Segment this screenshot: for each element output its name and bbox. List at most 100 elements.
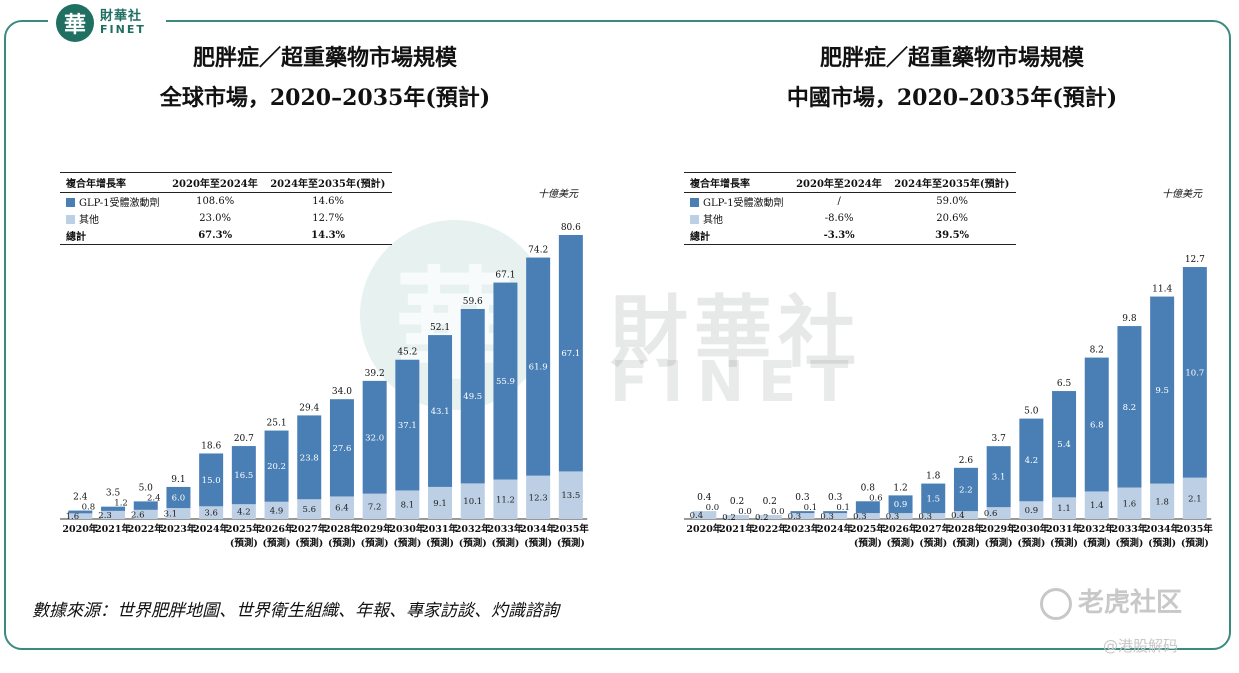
data-label-other: 1.6 bbox=[66, 512, 80, 522]
bar-segment-glp1 bbox=[1117, 326, 1142, 488]
x-tick-label: 2023年 bbox=[160, 523, 196, 535]
data-label-glp1: 5.4 bbox=[1057, 440, 1071, 450]
data-label-total: 25.1 bbox=[267, 419, 287, 429]
finet-logo: 華 財華社 FINET bbox=[48, 0, 166, 46]
data-label-glp1: 2.2 bbox=[959, 485, 973, 495]
data-label-glp1: 37.1 bbox=[398, 421, 417, 431]
x-tick-label: 2022年 bbox=[128, 523, 164, 535]
x-tick-label: 2023年 bbox=[784, 523, 820, 535]
cagr-header: 2024年至2035年(預計) bbox=[264, 172, 392, 193]
data-label-other: 3.6 bbox=[204, 509, 218, 519]
legend-swatch-glp1 bbox=[690, 198, 699, 207]
data-label-total: 34.0 bbox=[332, 387, 352, 397]
x-tick-label: 2031年 bbox=[422, 523, 458, 535]
cagr-label: 其他 bbox=[79, 215, 99, 226]
bar-segment-glp1 bbox=[166, 486, 191, 509]
data-label-other: 0.3 bbox=[853, 512, 867, 522]
data-label-other: 0.4 bbox=[690, 511, 704, 521]
author-handle: @港股解码 bbox=[1103, 637, 1179, 655]
x-tick-projected-label: (預測) bbox=[985, 537, 1013, 549]
x-tick-label: 2033年 bbox=[1111, 523, 1147, 535]
bar-segment-glp1 bbox=[888, 495, 913, 514]
data-label-other: 2.3 bbox=[98, 511, 112, 521]
data-label-other: 4.9 bbox=[270, 506, 284, 516]
cagr-row-total: 總計 67.3% 14.3% bbox=[60, 227, 392, 245]
bar-segment-glp1 bbox=[297, 415, 322, 500]
data-label-glp1: 67.1 bbox=[561, 349, 580, 359]
x-tick-label: 2032年 bbox=[455, 523, 491, 535]
data-label-total: 3.5 bbox=[106, 489, 121, 499]
cagr-value: 67.3% bbox=[166, 227, 265, 245]
data-label-other: 4.2 bbox=[237, 508, 251, 518]
bar-segment-other bbox=[231, 504, 256, 519]
unit-label: 十億美元 bbox=[538, 189, 578, 200]
bar-segment-other bbox=[823, 513, 848, 519]
bar-segment-glp1 bbox=[362, 380, 387, 494]
bar-segment-other bbox=[1084, 491, 1109, 519]
panel-frame bbox=[4, 20, 1231, 650]
data-label-glp1: 27.6 bbox=[332, 444, 351, 454]
x-tick-projected-label: (預測) bbox=[524, 537, 552, 549]
bar-segment-other bbox=[133, 509, 158, 519]
data-label-other: 8.1 bbox=[401, 501, 415, 511]
data-label-glp1: 1.2 bbox=[114, 499, 128, 509]
x-tick-label: 2032年 bbox=[1079, 523, 1115, 535]
data-label-total: 29.4 bbox=[299, 403, 319, 413]
data-label-glp1: 61.9 bbox=[529, 363, 548, 373]
data-label-glp1: 6.0 bbox=[172, 494, 186, 504]
bar-segment-glp1 bbox=[790, 511, 815, 514]
data-label-glp1: 0.1 bbox=[804, 503, 818, 513]
data-label-other: 13.5 bbox=[561, 491, 580, 501]
x-tick-projected-label: (預測) bbox=[1115, 537, 1143, 549]
data-label-total: 0.3 bbox=[795, 493, 810, 503]
chart-title-line2: 全球市場，2020–2035年(預計) bbox=[159, 85, 491, 111]
data-label-glp1: 0.0 bbox=[738, 507, 752, 517]
cagr-header: 複合年增長率 bbox=[60, 172, 167, 193]
bar-segment-other bbox=[1019, 501, 1044, 519]
bar-segment-glp1 bbox=[953, 467, 978, 512]
bar-segment-other bbox=[986, 507, 1011, 519]
data-label-total: 12.7 bbox=[1185, 255, 1205, 265]
data-label-glp1: 55.9 bbox=[496, 377, 515, 387]
bar-segment-glp1 bbox=[428, 335, 453, 487]
bar-segment-other bbox=[921, 513, 946, 519]
x-tick-projected-label: (預測) bbox=[263, 537, 291, 549]
bar-segment-glp1 bbox=[558, 235, 583, 472]
data-label-total: 8.2 bbox=[1090, 346, 1104, 356]
data-label-glp1: 1.5 bbox=[926, 494, 940, 504]
bar-segment-glp1 bbox=[1150, 296, 1175, 484]
x-tick-label: 2025年 bbox=[850, 523, 886, 535]
data-label-total: 2.4 bbox=[73, 493, 88, 503]
bar-segment-other bbox=[166, 508, 191, 519]
data-label-glp1: 2.4 bbox=[147, 493, 161, 503]
data-label-glp1: 49.5 bbox=[463, 392, 482, 402]
bar-segment-other bbox=[1182, 477, 1207, 519]
cagr-value: / bbox=[837, 196, 841, 207]
bar-segment-other bbox=[1150, 483, 1175, 519]
bar-segment-glp1 bbox=[101, 506, 126, 511]
x-tick-projected-label: (預測) bbox=[1083, 537, 1111, 549]
tiger-logo-icon bbox=[1040, 587, 1072, 620]
cagr-header: 2024年至2035年(預計) bbox=[888, 172, 1016, 193]
data-label-other: 0.3 bbox=[918, 512, 932, 522]
data-label-other: 3.1 bbox=[164, 510, 178, 520]
logo-cn-text: 財華社 bbox=[100, 9, 143, 24]
bar-segment-glp1 bbox=[264, 430, 289, 502]
bar-segment-other bbox=[757, 515, 782, 519]
data-label-total: 20.7 bbox=[234, 434, 254, 444]
bar-segment-other bbox=[725, 515, 750, 519]
x-tick-label: 2021年 bbox=[719, 523, 755, 535]
data-label-total: 9.8 bbox=[1122, 314, 1137, 324]
x-tick-projected-label: (預測) bbox=[459, 537, 487, 549]
data-label-total: 9.1 bbox=[171, 475, 185, 485]
data-label-other: 5.6 bbox=[302, 505, 316, 515]
bar-segment-glp1 bbox=[1182, 267, 1207, 478]
bar-segment-glp1 bbox=[1052, 391, 1077, 498]
bar-segment-glp1 bbox=[395, 359, 420, 491]
x-tick-label: 2027年 bbox=[915, 523, 951, 535]
data-label-other: 1.1 bbox=[1057, 504, 1071, 514]
data-label-other: 0.2 bbox=[755, 513, 769, 523]
chart-title-line1: 肥胖症／超重藥物市場規模 bbox=[192, 45, 457, 71]
data-label-total: 67.1 bbox=[495, 271, 515, 281]
